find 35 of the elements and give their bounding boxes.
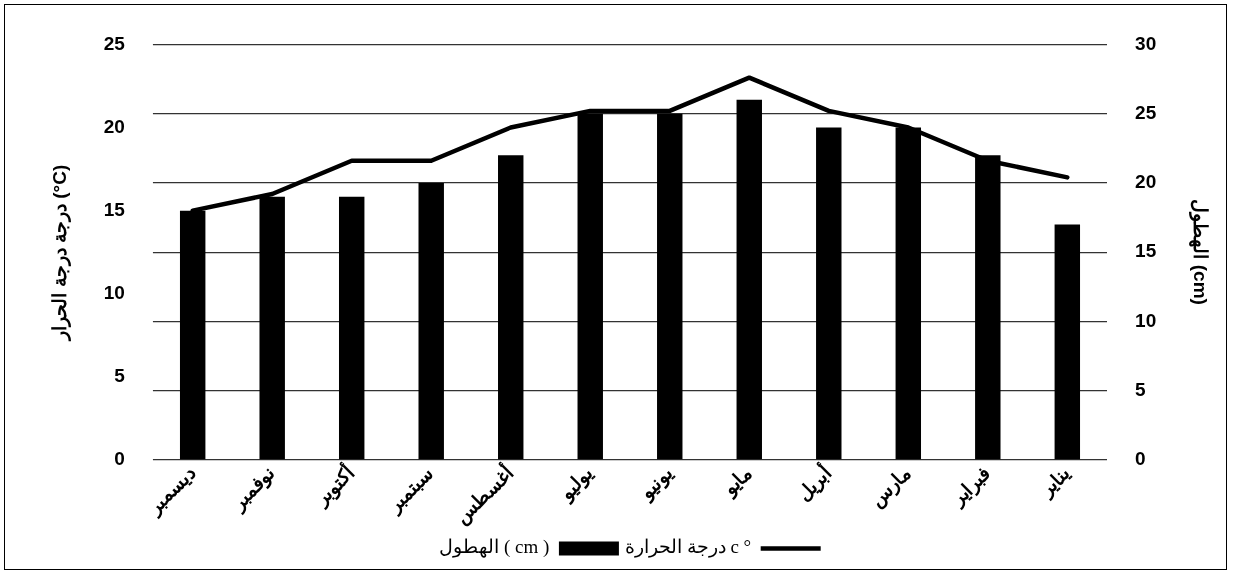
bar: [498, 155, 524, 460]
y2-tick-label: 30: [1135, 32, 1157, 54]
y-tick-label: 10: [103, 281, 125, 303]
legend-label: درجة الحرارة c °: [624, 536, 752, 559]
x-tick-label: نوفمبر: [226, 462, 280, 516]
x-tick-label: يوليو: [554, 462, 598, 506]
x-tick-label: يونيو: [634, 462, 677, 505]
y2-tick-label: 0: [1135, 448, 1146, 470]
x-tick-label: مارس: [865, 462, 916, 512]
y-tick-label: 15: [103, 198, 126, 220]
x-tick-label: أكتوبر: [307, 460, 359, 512]
y-tick-label: 5: [114, 365, 126, 387]
y2-tick-label: 20: [1135, 171, 1157, 193]
y2-axis-title: الهطول (cm): [1189, 199, 1212, 305]
y2-tick-label: 15: [1135, 240, 1157, 262]
y2-tick-label: 25: [1135, 101, 1157, 123]
bar: [418, 182, 444, 460]
y2-tick-label: 5: [1135, 378, 1147, 400]
legend-label: الهطول ( cm ): [439, 536, 550, 559]
x-tick-label: مايو: [717, 462, 757, 502]
bar: [816, 127, 842, 460]
x-tick-label: ديسمبر: [142, 462, 200, 520]
y-axis-title: درجة درجة الحرار (°C): [48, 164, 71, 342]
x-tick-label: فبراير: [946, 462, 995, 512]
x-tick-label: أغسطس: [449, 460, 518, 529]
bar: [736, 99, 762, 460]
y2-tick-label: 10: [1135, 309, 1157, 331]
bar: [338, 196, 365, 460]
y-tick-label: 20: [103, 115, 125, 137]
x-tick-label: أبريل: [790, 460, 836, 506]
y-tick-label: 25: [103, 32, 126, 54]
y-tick-label: 0: [114, 448, 125, 470]
x-tick-label: سبتمبر: [382, 462, 439, 519]
x-tick-label: يناير: [1034, 462, 1075, 503]
bar: [1054, 224, 1081, 460]
